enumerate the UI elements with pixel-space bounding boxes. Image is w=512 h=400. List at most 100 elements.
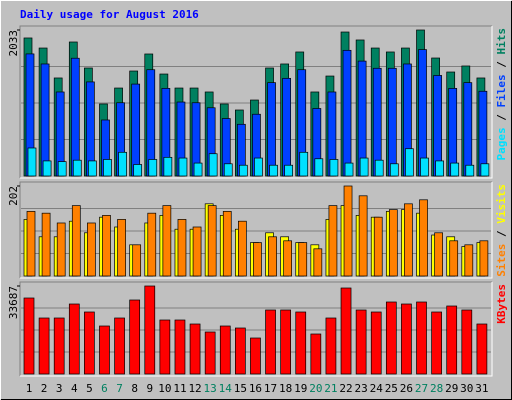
bar: [88, 160, 97, 177]
chart-title: Daily usage for August 2016: [20, 8, 199, 21]
legend-separator: /: [495, 224, 508, 244]
x-tick-label: 11: [173, 382, 186, 395]
bar: [117, 219, 126, 277]
bar: [313, 248, 323, 277]
bar: [268, 236, 277, 277]
bar: [53, 317, 65, 375]
bar: [284, 164, 293, 177]
bar: [129, 299, 141, 375]
bar: [102, 215, 111, 277]
bar: [42, 160, 52, 177]
bar: [71, 205, 81, 277]
bar: [479, 240, 489, 277]
bar: [253, 242, 262, 277]
bar: [463, 82, 473, 177]
bar: [418, 49, 427, 177]
x-tick-label: 6: [101, 382, 108, 395]
bar: [298, 242, 308, 277]
x-tick-label: 2: [41, 382, 48, 395]
y-max-label: 2033: [7, 30, 20, 57]
legend: Pages / Files / Hits: [495, 28, 508, 161]
bar: [103, 159, 112, 177]
x-tick-label: 31: [475, 382, 488, 395]
bar: [56, 222, 66, 277]
x-tick-label: 7: [116, 382, 123, 395]
bar: [68, 303, 80, 375]
legend-separator: /: [495, 108, 508, 128]
x-tick-label: 19: [294, 382, 307, 395]
legend-entry: Visits: [495, 184, 508, 224]
bar: [193, 162, 203, 177]
bar: [344, 162, 354, 177]
bar: [280, 309, 291, 375]
bar: [401, 303, 412, 375]
bar: [23, 297, 35, 375]
x-tick-label: 10: [158, 382, 171, 395]
bar: [254, 157, 263, 177]
bar: [343, 185, 353, 277]
bar: [269, 164, 278, 177]
bar: [480, 163, 490, 177]
bar: [387, 67, 397, 177]
bar: [358, 195, 368, 277]
bar: [299, 151, 309, 177]
bar: [27, 147, 37, 177]
x-tick-label: 27: [415, 382, 428, 395]
legend: Sites / Visits: [495, 184, 508, 277]
x-tick-label: 5: [86, 382, 93, 395]
bar: [340, 287, 352, 375]
y-max-label: 33687: [7, 286, 20, 319]
bar: [118, 151, 127, 177]
bar: [282, 77, 291, 177]
bar: [405, 148, 414, 177]
panel-border-light: [20, 182, 493, 279]
bar: [250, 337, 261, 375]
bar: [295, 311, 307, 375]
bar: [57, 161, 67, 177]
bar: [99, 325, 110, 375]
bar: [450, 162, 460, 177]
bar: [144, 285, 156, 375]
panel-border-light: [20, 282, 493, 377]
x-tick-label: 23: [355, 382, 368, 395]
bar: [404, 203, 413, 277]
bar: [72, 159, 82, 177]
bar: [174, 319, 186, 375]
bar: [238, 220, 247, 277]
x-tick-label: 18: [279, 382, 292, 395]
legend-entry: Files: [495, 74, 508, 107]
x-tick-label: 24: [370, 382, 384, 395]
x-tick-label: 13: [204, 382, 217, 395]
bar: [434, 232, 443, 277]
bar: [388, 209, 398, 277]
bar: [204, 331, 216, 375]
legend-entry: Sites: [495, 244, 508, 277]
bar: [147, 212, 157, 277]
bar: [163, 156, 173, 177]
bar: [219, 325, 231, 375]
bar: [465, 164, 475, 177]
x-tick-label: 20: [309, 382, 322, 395]
bar: [431, 311, 442, 375]
x-tick-label: 30: [460, 382, 473, 395]
x-tick-label: 16: [249, 382, 262, 395]
bar: [385, 301, 397, 375]
bar: [87, 222, 96, 277]
legend-entry: Pages: [495, 127, 508, 160]
bar: [283, 240, 292, 277]
panel-border-dark: [19, 281, 492, 376]
x-tick-label: 22: [339, 382, 352, 395]
x-tick-label: 26: [400, 382, 413, 395]
bar: [131, 83, 141, 177]
bar: [461, 309, 473, 375]
bar: [148, 159, 158, 177]
bar: [41, 212, 51, 277]
bar: [464, 244, 474, 277]
bar: [446, 305, 458, 375]
bar: [329, 159, 339, 177]
bar: [419, 199, 428, 277]
bar: [370, 311, 382, 375]
bar: [328, 205, 338, 277]
bar: [40, 63, 50, 177]
x-tick-label: 15: [234, 382, 247, 395]
